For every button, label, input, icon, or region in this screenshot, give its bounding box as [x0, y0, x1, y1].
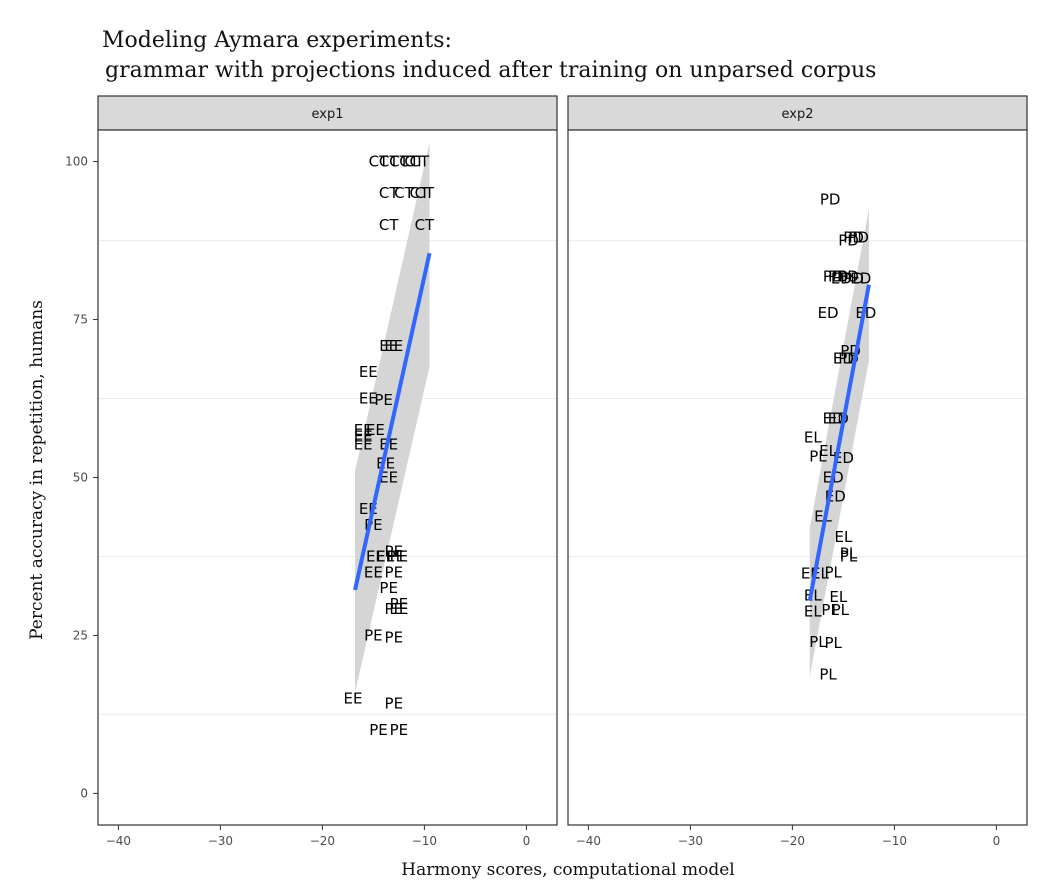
point-label-ee: EE: [366, 421, 385, 439]
x-tick-label: −40: [106, 834, 131, 848]
point-label-ct: CT: [415, 216, 435, 234]
panel-background: [568, 130, 1027, 825]
x-tick-label: −30: [208, 834, 233, 848]
point-label-pd: PD: [838, 268, 859, 286]
point-label-pe: PE: [385, 600, 404, 618]
point-label-ct: CT: [394, 184, 414, 202]
point-label-pd: PD: [843, 228, 864, 246]
point-label-ct: CT: [404, 153, 424, 171]
x-tick-label: −10: [412, 834, 437, 848]
point-label-ed: ED: [855, 304, 876, 322]
point-label-ee: EE: [359, 390, 378, 408]
point-label-el: EL: [804, 602, 822, 620]
point-label-ee: EE: [379, 337, 398, 355]
y-tick-label: 75: [73, 313, 88, 327]
point-label-ct: CT: [415, 184, 435, 202]
chart-title: Modeling Aymara experiments:: [102, 28, 452, 53]
y-tick-label: 0: [80, 786, 88, 800]
point-label-ct: CT: [379, 184, 399, 202]
point-label-pe: PE: [379, 579, 398, 597]
point-label-ee: EE: [384, 337, 403, 355]
y-tick-label: 100: [65, 155, 88, 169]
point-label-pd: PD: [823, 268, 844, 286]
point-label-pe: PE: [385, 695, 404, 713]
x-axis-title: Harmony scores, computational model: [401, 860, 734, 880]
point-label-ee: EE: [354, 421, 373, 439]
x-tick-label: −40: [576, 834, 601, 848]
point-label-ee: EE: [354, 427, 373, 445]
point-label-pl: PL: [809, 633, 827, 651]
point-label-pl: PL: [809, 448, 827, 466]
point-label-pd: PD: [848, 228, 869, 246]
point-label-pl: PL: [832, 601, 850, 619]
point-label-pd: PD: [838, 232, 859, 250]
point-label-el: EL: [834, 528, 852, 546]
point-label-pe: PE: [385, 563, 404, 581]
point-label-ed: ED: [831, 269, 852, 287]
point-label-ed: ED: [833, 350, 854, 368]
regression-line: [353, 252, 432, 591]
point-label-ct: CT: [379, 216, 399, 234]
point-label-el: EL: [804, 429, 822, 447]
point-label-ee: EE: [366, 547, 385, 565]
point-label-pl: PL: [824, 563, 842, 581]
point-label-ct: CT: [409, 153, 429, 171]
point-label-pd: PD: [828, 268, 849, 286]
point-label-pl: PL: [821, 601, 839, 619]
point-label-pl: PL: [824, 634, 842, 652]
point-label-pe: PE: [390, 595, 409, 613]
point-label-ee: EE: [344, 690, 363, 708]
chart-subtitle: grammar with projections induced after t…: [98, 58, 876, 83]
point-label-pe: PE: [387, 547, 406, 565]
point-label-ee: EE: [359, 363, 378, 381]
point-label-pe: PE: [374, 391, 393, 409]
point-label-pl: PL: [840, 544, 858, 562]
point-label-ct: CT: [409, 184, 429, 202]
x-tick-label: −10: [882, 834, 907, 848]
strip-label: exp1: [312, 107, 344, 122]
point-label-pd: PD: [843, 269, 864, 287]
point-label-ct: CT: [399, 153, 419, 171]
x-tick-label: 0: [993, 834, 1001, 848]
point-label-pe: PE: [369, 721, 388, 739]
panel-background: [98, 130, 557, 825]
x-tick-label: −30: [678, 834, 703, 848]
point-label-pe: PE: [385, 542, 404, 560]
point-label-ee: EE: [364, 563, 383, 581]
point-label-pe: PE: [390, 721, 409, 739]
strip-background: [97, 95, 558, 131]
point-label-ee: EE: [376, 547, 395, 565]
point-label-pl: PL: [840, 547, 858, 565]
point-label-ee: EE: [379, 469, 398, 487]
point-label-pl: PL: [819, 666, 837, 684]
point-label-ed: ED: [850, 269, 871, 287]
point-label-ct: CT: [369, 153, 389, 171]
y-axis-title: Percent accuracy in repetition, humans: [27, 300, 47, 640]
point-label-el: EL: [819, 442, 837, 460]
point-label-ee: EE: [354, 436, 373, 454]
point-label-el: EL: [829, 588, 847, 606]
point-label-ct: CT: [389, 153, 409, 171]
y-tick-label: 25: [73, 628, 88, 642]
point-label-pd: PD: [820, 191, 841, 209]
panel-border: [567, 129, 1028, 826]
x-tick-label: 0: [523, 834, 531, 848]
point-label-pe: PE: [385, 628, 404, 646]
y-tick-label: 50: [73, 471, 88, 485]
x-tick-label: −20: [780, 834, 805, 848]
point-label-ed: ED: [818, 304, 839, 322]
regression-line: [807, 284, 871, 602]
strip-label: exp2: [782, 107, 814, 122]
point-label-ct: CT: [379, 153, 399, 171]
x-tick-label: −20: [310, 834, 335, 848]
point-label-ed: ED: [823, 410, 844, 428]
point-label-ee: EE: [389, 600, 408, 618]
point-label-pe: PE: [364, 626, 383, 644]
point-label-pe: PE: [390, 547, 409, 565]
